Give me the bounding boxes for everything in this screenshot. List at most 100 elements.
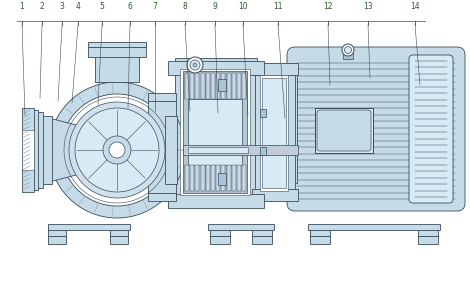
Bar	[201, 165, 204, 191]
Bar	[48, 228, 66, 236]
Circle shape	[109, 142, 125, 158]
Bar	[22, 130, 34, 170]
Bar	[227, 165, 231, 191]
Circle shape	[69, 102, 165, 198]
Bar	[148, 193, 176, 201]
Bar	[310, 236, 330, 244]
Bar	[221, 73, 226, 99]
FancyBboxPatch shape	[287, 47, 465, 211]
Bar	[242, 165, 246, 191]
Bar	[88, 47, 146, 57]
Circle shape	[49, 82, 185, 218]
Bar	[418, 236, 438, 244]
Bar	[148, 98, 176, 198]
Circle shape	[103, 136, 131, 164]
Bar	[95, 52, 139, 82]
Circle shape	[190, 60, 200, 70]
Bar	[180, 69, 250, 195]
Bar	[48, 236, 66, 244]
Circle shape	[61, 94, 173, 206]
Bar	[308, 224, 440, 230]
Bar	[185, 73, 189, 99]
Bar	[88, 42, 146, 47]
Bar	[183, 71, 247, 193]
Text: 8: 8	[183, 2, 188, 11]
Bar	[252, 189, 298, 201]
Bar	[310, 228, 330, 236]
Bar	[255, 68, 295, 198]
Bar	[206, 165, 210, 191]
Bar	[22, 108, 34, 192]
Bar	[168, 194, 264, 208]
Bar	[216, 73, 220, 99]
Bar	[165, 116, 177, 184]
Bar	[40, 116, 52, 184]
Text: 7: 7	[153, 2, 157, 11]
Bar	[190, 73, 194, 99]
Bar	[35, 112, 43, 188]
Bar	[418, 228, 438, 236]
Text: 13: 13	[363, 2, 373, 11]
Text: 6: 6	[127, 2, 133, 11]
Bar	[227, 73, 231, 99]
Bar	[48, 224, 130, 230]
Text: 10: 10	[238, 2, 248, 11]
Bar	[201, 73, 204, 99]
Polygon shape	[49, 118, 80, 182]
Bar	[218, 79, 226, 91]
Bar	[211, 165, 215, 191]
Bar	[168, 61, 264, 75]
Bar	[148, 93, 176, 101]
Bar	[237, 165, 241, 191]
Bar	[252, 228, 272, 236]
Bar	[260, 109, 266, 117]
Text: 11: 11	[273, 2, 283, 11]
Bar	[252, 63, 298, 75]
Text: 5: 5	[100, 2, 104, 11]
Bar	[175, 58, 257, 206]
Bar	[260, 147, 266, 155]
Bar	[315, 108, 373, 153]
Bar	[260, 75, 288, 191]
Text: 4: 4	[76, 2, 80, 11]
Circle shape	[342, 44, 354, 56]
Bar	[185, 165, 189, 191]
Bar	[110, 236, 128, 244]
Bar	[210, 236, 230, 244]
Text: 9: 9	[212, 2, 218, 11]
Bar	[262, 78, 286, 188]
Text: 1: 1	[20, 2, 24, 11]
Bar	[216, 165, 220, 191]
FancyBboxPatch shape	[317, 110, 371, 151]
FancyBboxPatch shape	[409, 55, 453, 203]
Bar	[281, 70, 289, 188]
Bar	[190, 165, 194, 191]
Circle shape	[187, 57, 203, 73]
Bar	[188, 147, 248, 153]
Bar	[237, 73, 241, 99]
Circle shape	[193, 63, 197, 67]
Bar	[206, 73, 210, 99]
Bar	[343, 53, 353, 59]
Bar	[218, 173, 226, 185]
Bar	[211, 73, 215, 99]
Bar	[110, 228, 128, 236]
Text: 14: 14	[410, 2, 420, 11]
Bar	[232, 73, 236, 99]
Bar	[30, 110, 38, 190]
Text: 2: 2	[39, 2, 44, 11]
Bar	[196, 165, 199, 191]
Bar	[188, 99, 242, 165]
Bar	[208, 224, 274, 230]
Circle shape	[345, 47, 352, 54]
Bar	[287, 75, 297, 183]
Text: 3: 3	[60, 2, 64, 11]
Bar	[252, 236, 272, 244]
Bar	[183, 145, 298, 155]
Bar	[221, 165, 226, 191]
Bar	[196, 73, 199, 99]
Circle shape	[75, 108, 159, 192]
Text: 12: 12	[323, 2, 333, 11]
Bar	[210, 228, 230, 236]
Bar	[232, 165, 236, 191]
